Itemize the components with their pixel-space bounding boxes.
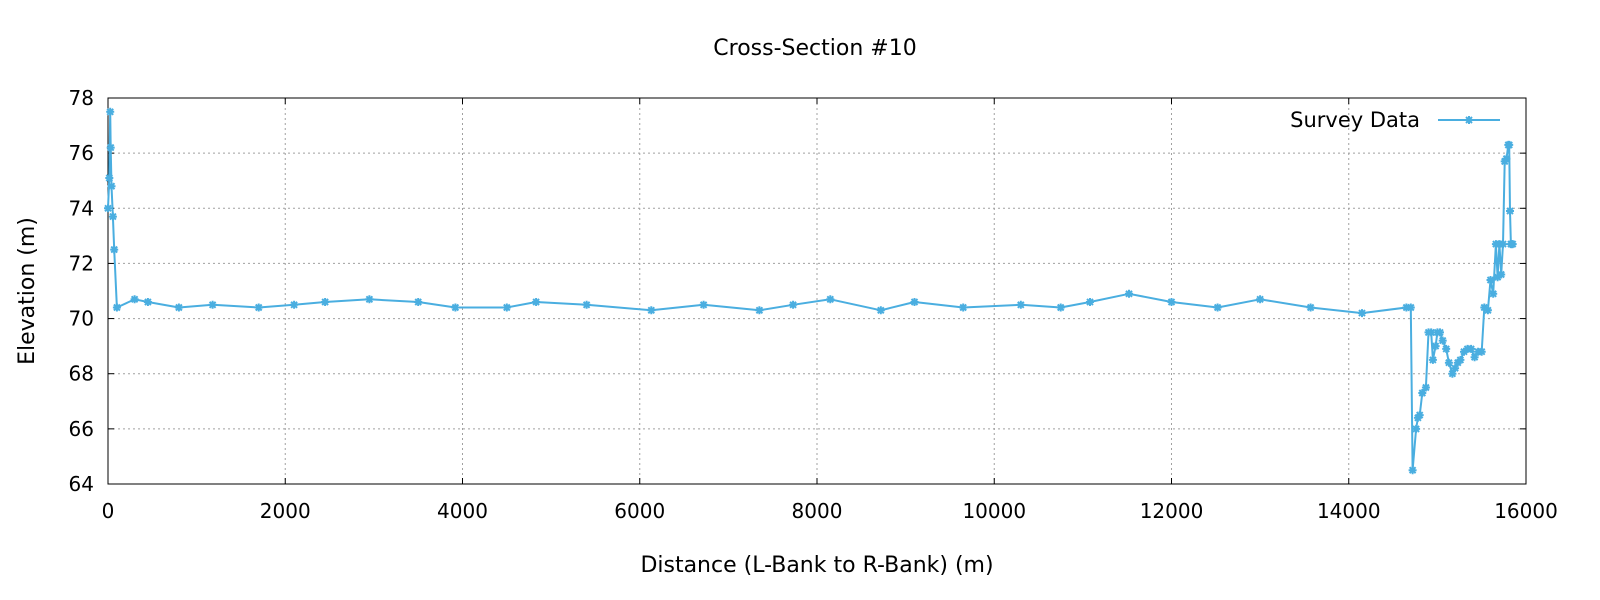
data-point <box>451 303 460 312</box>
data-point <box>1451 364 1460 373</box>
chart-title: Cross-Section #10 <box>713 36 916 61</box>
data-point <box>1421 383 1430 392</box>
data-point <box>1415 411 1424 420</box>
data-point <box>1499 240 1507 249</box>
data-point <box>1480 303 1489 312</box>
data-point <box>789 300 798 309</box>
data-point <box>876 306 885 315</box>
data-point <box>1438 336 1447 345</box>
data-point <box>1477 347 1486 356</box>
y-tick-label: 70 <box>69 307 94 331</box>
data-point <box>110 245 119 254</box>
data-point <box>106 143 115 152</box>
x-tick-label: 0 <box>102 499 115 523</box>
series-line <box>107 110 1513 472</box>
x-tick-label: 14000 <box>1317 499 1381 523</box>
x-tick-label: 6000 <box>614 499 665 523</box>
data-point <box>130 295 139 304</box>
data-point <box>321 298 330 306</box>
legend-label: Survey Data <box>1290 108 1420 132</box>
data-point <box>647 306 656 315</box>
data-point <box>1406 303 1415 312</box>
y-tick-label: 66 <box>69 417 94 441</box>
axis-ticks: 0 2000 4000 6000 8000 10000 12000 14000 16000 64 6… <box>69 86 1558 523</box>
data-point <box>755 306 764 315</box>
y-tick-label: 76 <box>69 141 94 165</box>
data-point <box>1086 298 1094 306</box>
data-point <box>143 298 152 306</box>
data-point <box>112 303 121 312</box>
x-tick-label: 4000 <box>437 499 488 523</box>
data-point <box>1456 355 1465 364</box>
data-point <box>1412 424 1421 433</box>
data-point <box>105 174 114 182</box>
data-point <box>1460 347 1468 356</box>
data-point <box>1497 270 1506 279</box>
y-axis-label: Elevation (m) <box>15 217 40 365</box>
x-tick-label: 2000 <box>260 499 311 523</box>
data-point <box>1056 303 1065 312</box>
data-point <box>1213 303 1222 312</box>
y-tick-label: 72 <box>69 251 94 275</box>
data-point <box>532 298 541 306</box>
x-tick-label: 16000 <box>1494 499 1558 523</box>
data-point <box>1486 276 1495 284</box>
data-point <box>1427 328 1436 337</box>
data-point <box>1125 289 1133 298</box>
data-point <box>208 300 217 309</box>
data-series <box>104 107 1517 475</box>
data-point <box>290 300 299 309</box>
data-point <box>1448 369 1457 378</box>
x-tick-label: 10000 <box>962 499 1026 523</box>
data-point <box>1167 298 1176 306</box>
x-tick-label: 8000 <box>792 499 843 523</box>
data-point <box>1428 355 1437 364</box>
data-point <box>502 303 511 312</box>
legend-marker <box>1465 116 1473 124</box>
data-point <box>104 204 112 213</box>
y-tick-label: 64 <box>69 472 94 496</box>
data-point <box>107 182 116 191</box>
data-point <box>1442 344 1451 353</box>
data-point <box>1436 328 1444 337</box>
data-point <box>1358 309 1366 318</box>
data-point <box>1418 389 1427 397</box>
data-point <box>1467 344 1476 353</box>
data-point <box>1470 353 1479 362</box>
y-tick-label: 78 <box>69 86 94 110</box>
data-point <box>910 298 919 306</box>
data-point <box>254 303 263 312</box>
data-point <box>414 298 423 306</box>
y-tick-label: 74 <box>69 196 94 220</box>
data-point <box>1306 303 1315 312</box>
x-tick-label: 12000 <box>1140 499 1204 523</box>
data-point <box>1493 273 1502 282</box>
data-point <box>1444 358 1453 367</box>
plot-frame <box>107 97 1527 485</box>
data-point <box>106 107 115 116</box>
data-point <box>826 295 835 304</box>
data-point <box>582 300 591 309</box>
data-point <box>1408 466 1417 475</box>
data-point <box>959 303 968 312</box>
data-point <box>1016 300 1025 309</box>
data-point <box>699 300 708 309</box>
x-axis-label: Distance (L-Bank to R-Bank) (m) <box>640 553 993 578</box>
data-point <box>1483 306 1492 315</box>
legend: Survey Data <box>1290 108 1500 132</box>
grid-lines <box>108 98 1526 484</box>
data-point <box>1402 303 1411 312</box>
data-point <box>1256 295 1265 304</box>
data-point <box>108 212 117 221</box>
data-point <box>365 295 374 304</box>
y-tick-label: 68 <box>69 362 94 386</box>
data-point <box>1489 289 1498 298</box>
data-point <box>1508 240 1517 249</box>
data-point <box>1431 342 1440 351</box>
data-point <box>1502 154 1511 163</box>
data-point <box>1506 207 1514 215</box>
data-point <box>1505 140 1514 149</box>
data-point <box>174 303 183 312</box>
